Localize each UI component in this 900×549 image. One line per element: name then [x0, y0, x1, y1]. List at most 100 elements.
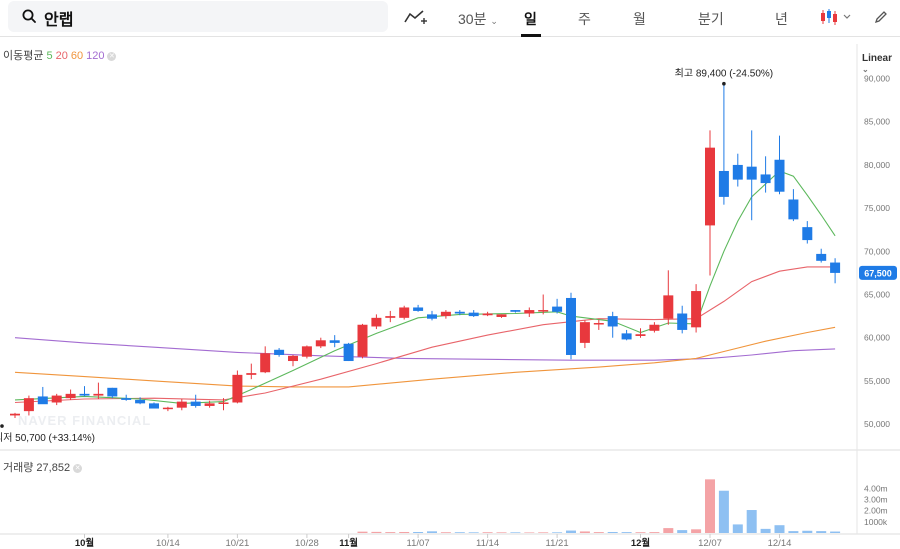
candle-body [399, 307, 410, 318]
ma120-label: 120 [86, 50, 105, 62]
y-tick-label: 85,000 [864, 117, 890, 127]
candle-body [218, 402, 229, 404]
search-input[interactable]: 안랩 [44, 12, 74, 29]
candle-body [371, 317, 382, 327]
candle-body [288, 355, 298, 362]
tab-day[interactable]: 일 [524, 11, 537, 27]
candle-body [538, 310, 549, 312]
ma20-label: 20 [55, 50, 68, 62]
volume-bar [649, 532, 660, 533]
x-tick-label: 10/28 [295, 538, 319, 549]
volume-bar [816, 531, 827, 533]
candle-body [176, 401, 187, 408]
volume-bar [774, 525, 785, 533]
y-tick-label: 90,000 [864, 74, 890, 84]
candle-body [746, 166, 757, 180]
candle-body [246, 373, 257, 375]
candle-body [51, 395, 62, 403]
toolbar: 안랩 30분 ⌄ 일 주 월 분기 년 [0, 0, 900, 37]
close-icon[interactable]: ✕ [73, 463, 83, 473]
x-tick-label: 12/14 [768, 538, 792, 549]
candle-body [23, 398, 34, 412]
pencil-icon[interactable] [873, 9, 889, 25]
candlestick-type-icon[interactable] [819, 8, 853, 26]
scale-dropdown[interactable]: Linear ⌄ [862, 53, 900, 75]
y-tick-label: 75,000 [864, 203, 890, 213]
candle-body [301, 346, 312, 357]
candle-body [385, 316, 396, 318]
candle-body [440, 311, 451, 317]
y-tick-label: 80,000 [864, 160, 890, 170]
tab-month[interactable]: 월 [633, 11, 646, 27]
candle-body [496, 314, 507, 317]
tab-quarter[interactable]: 분기 [698, 11, 724, 27]
volume-bar [677, 530, 688, 533]
volume-legend: 거래량 27,852 ✕ [3, 459, 83, 475]
candle-body [635, 334, 646, 336]
tab-day-indicator [521, 34, 541, 37]
candle-body [149, 403, 159, 409]
volume-bar [524, 532, 535, 533]
volume-bar [566, 530, 576, 533]
candle-body [329, 340, 340, 343]
search-box[interactable]: 안랩 [8, 1, 388, 32]
candle-body [760, 174, 771, 184]
search-icon [22, 9, 36, 23]
candle-body [593, 323, 604, 325]
candle-body [663, 295, 674, 319]
candle-body [274, 349, 285, 355]
candle-body [649, 324, 660, 331]
volume-bar [718, 490, 729, 533]
candle-body [315, 340, 326, 347]
candle-body [579, 322, 590, 343]
chevron-down-icon: ⌄ [490, 16, 498, 26]
candle-body [65, 393, 76, 399]
candle-body [121, 398, 132, 400]
volume-bar [468, 532, 479, 533]
volume-bar [440, 532, 451, 533]
high-label: 최고 89,400 (-24.50%) [675, 68, 773, 80]
x-tick-label: 10월 [75, 537, 94, 549]
volume-bar [357, 531, 368, 533]
candle-body [774, 159, 785, 192]
volume-bar [593, 532, 604, 533]
candle-body [482, 313, 493, 316]
x-tick-label: 10/21 [226, 538, 250, 549]
volume-bar [607, 531, 618, 533]
candle-body [107, 387, 118, 397]
drawing-tool-icon[interactable] [404, 8, 428, 26]
volume-bar [552, 532, 563, 533]
current-price-label: 67,500 [864, 268, 892, 278]
current-price-tag [859, 265, 897, 280]
moving-average-legend: 이동평균 5 20 60 120 ✕ [3, 47, 119, 63]
candle-body [732, 164, 743, 180]
candle-body [788, 199, 799, 220]
candle-body [566, 297, 576, 355]
candle-body [135, 399, 146, 404]
candle-body [718, 170, 729, 197]
volume-bar [705, 479, 715, 533]
volume-bar [760, 528, 771, 533]
volume-bar [413, 531, 424, 533]
tab-year[interactable]: 년 [775, 11, 788, 27]
candle-body [190, 401, 201, 406]
candle-body [607, 316, 618, 327]
volume-tick-label: 2.00m [864, 506, 888, 516]
interval-30min-dropdown[interactable]: 30분 ⌄ [458, 9, 498, 29]
volume-bar [830, 531, 841, 533]
y-tick-label: 70,000 [864, 246, 890, 256]
candle-body [830, 262, 841, 273]
candle-body [691, 291, 702, 328]
candle-body [260, 353, 271, 373]
volume-bar [482, 532, 493, 533]
candle-body [93, 393, 104, 396]
candle-body [552, 306, 563, 312]
tab-week[interactable]: 주 [578, 11, 591, 27]
candle-body [524, 310, 535, 314]
high-marker [722, 81, 726, 86]
close-icon[interactable]: ✕ [107, 51, 117, 61]
candle-body [37, 396, 48, 405]
candle-body [621, 333, 632, 340]
volume-bar [510, 532, 521, 533]
